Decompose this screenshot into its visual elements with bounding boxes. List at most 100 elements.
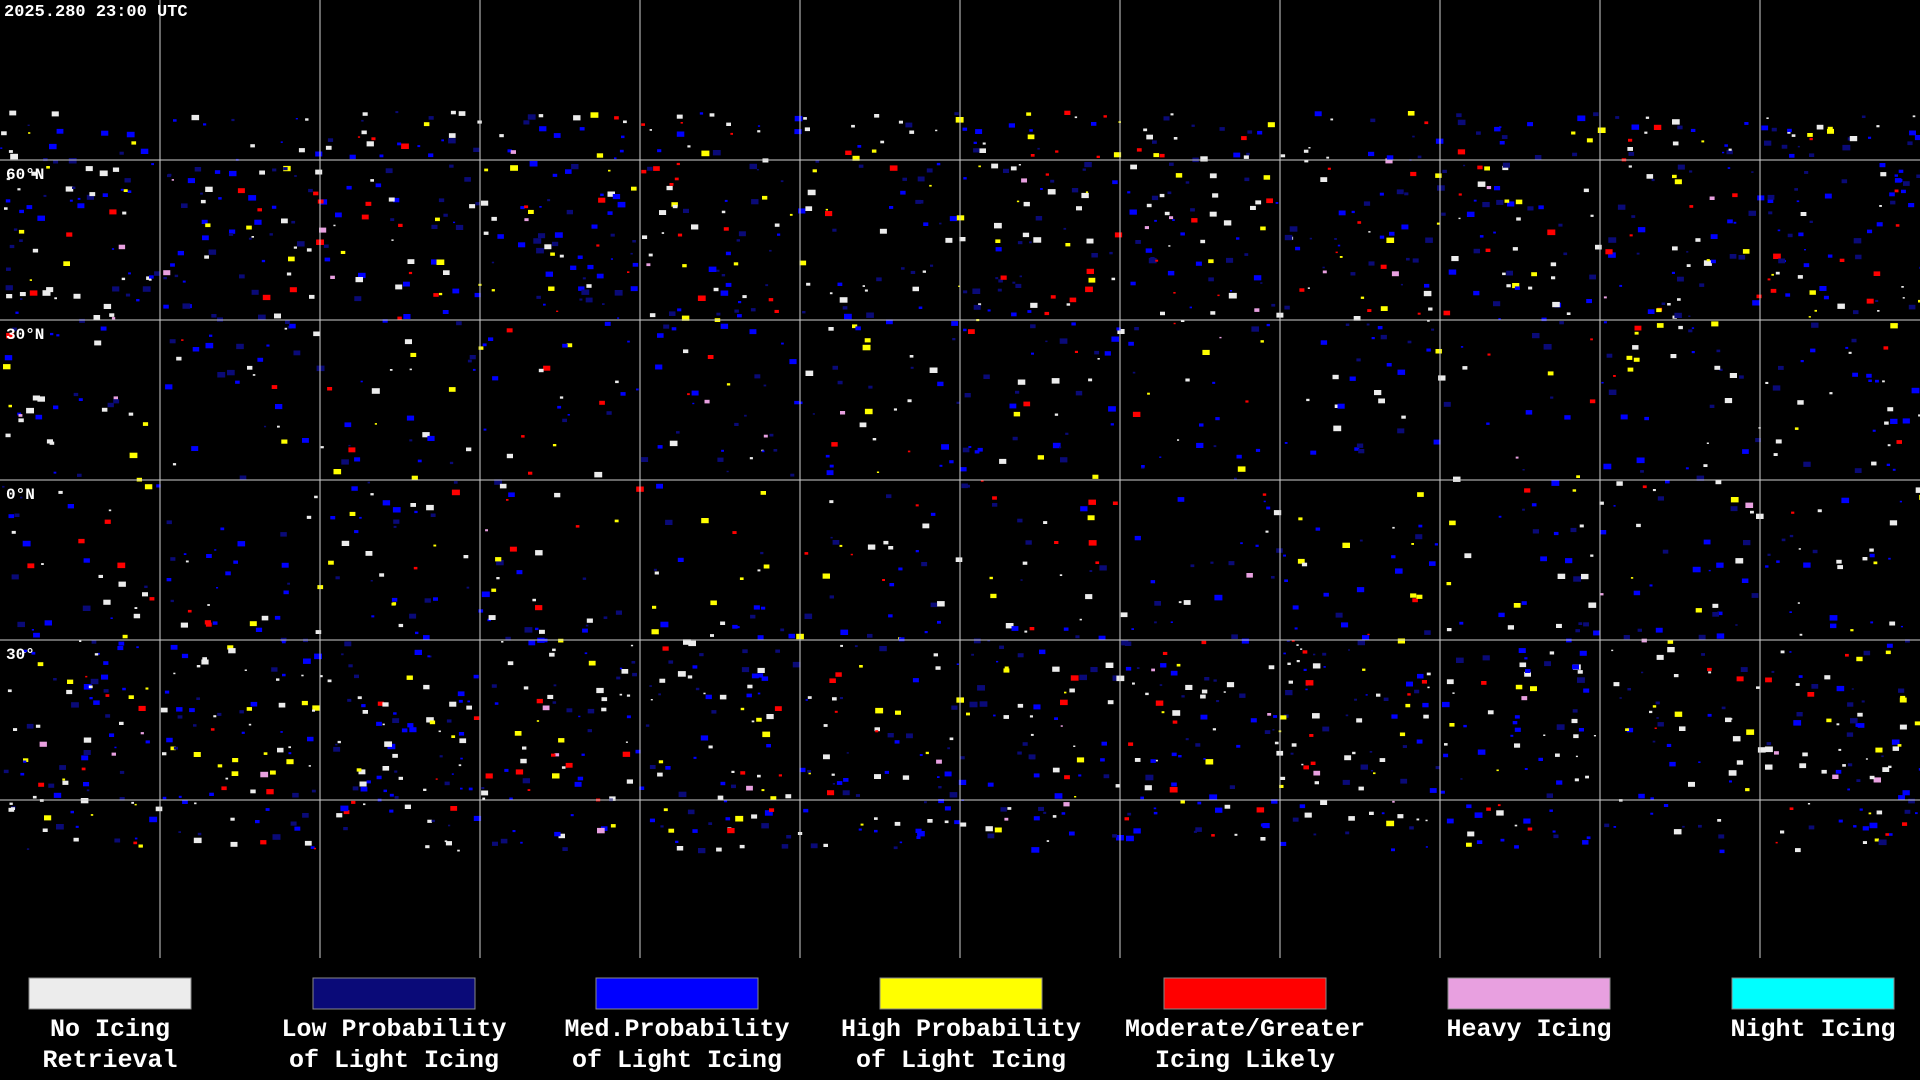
icing-pixel bbox=[1571, 718, 1578, 724]
icing-pixel bbox=[17, 188, 21, 191]
icing-pixel bbox=[291, 220, 296, 224]
icing-pixel bbox=[1009, 403, 1017, 409]
icing-pixel bbox=[1766, 117, 1769, 119]
icing-pixel bbox=[497, 234, 504, 239]
icing-pixel bbox=[830, 536, 833, 539]
icing-pixel bbox=[410, 503, 416, 507]
icing-pixel bbox=[520, 841, 523, 844]
icing-pixel bbox=[1200, 694, 1206, 699]
icing-pixel bbox=[1021, 178, 1027, 183]
icing-pixel bbox=[56, 334, 60, 337]
icing-pixel bbox=[407, 259, 415, 264]
icing-pixel bbox=[535, 627, 539, 631]
icing-pixel bbox=[1151, 195, 1159, 201]
icing-pixel bbox=[937, 776, 940, 778]
icing-pixel bbox=[739, 844, 745, 849]
icing-pixel bbox=[484, 168, 489, 172]
icing-pixel bbox=[739, 577, 744, 580]
icing-pixel bbox=[700, 735, 709, 741]
icing-pixel bbox=[1414, 689, 1420, 694]
icing-pixel bbox=[663, 808, 668, 812]
icing-pixel bbox=[1628, 138, 1633, 142]
icing-pixel bbox=[302, 438, 309, 443]
icing-pixel bbox=[720, 323, 729, 329]
icing-pixel bbox=[1386, 237, 1395, 243]
icing-pixel bbox=[212, 621, 218, 625]
icing-pixel bbox=[1045, 173, 1049, 176]
icing-pixel bbox=[577, 255, 583, 259]
icing-pixel bbox=[183, 553, 187, 555]
icing-pixel bbox=[73, 293, 81, 299]
icing-pixel bbox=[1200, 156, 1208, 162]
icing-pixel bbox=[126, 131, 135, 138]
icing-pixel bbox=[458, 111, 466, 116]
icing-pixel bbox=[1241, 638, 1249, 644]
icing-pixel bbox=[94, 653, 99, 656]
icing-pixel bbox=[330, 516, 336, 520]
icing-pixel bbox=[1899, 724, 1907, 730]
icing-pixel bbox=[1866, 298, 1874, 304]
icing-pixel bbox=[205, 342, 214, 349]
icing-pixel bbox=[363, 803, 366, 806]
icing-pixel bbox=[1085, 286, 1093, 293]
icing-pixel bbox=[1862, 557, 1868, 561]
icing-pixel bbox=[1155, 759, 1158, 762]
icing-pixel bbox=[302, 813, 309, 818]
icing-pixel bbox=[1900, 625, 1903, 628]
icing-pixel bbox=[1756, 294, 1762, 299]
icing-pixel bbox=[590, 112, 599, 118]
icing-pixel bbox=[1103, 774, 1110, 779]
icing-pixel bbox=[669, 440, 678, 447]
icing-pixel bbox=[1153, 811, 1158, 815]
icing-pixel bbox=[1521, 601, 1527, 605]
icing-pixel bbox=[1046, 840, 1050, 842]
icing-pixel bbox=[917, 831, 925, 837]
icing-pixel bbox=[1112, 834, 1117, 838]
icing-pixel bbox=[1902, 822, 1908, 826]
icing-pixel bbox=[392, 718, 400, 723]
icing-pixel bbox=[77, 197, 81, 200]
icing-pixel bbox=[1795, 683, 1800, 686]
icing-pixel bbox=[1794, 427, 1799, 430]
icing-pixel bbox=[803, 808, 809, 813]
icing-pixel bbox=[1901, 189, 1906, 194]
icing-pixel bbox=[478, 346, 484, 350]
icing-pixel bbox=[938, 799, 944, 804]
icing-pixel bbox=[1528, 286, 1533, 290]
icing-pixel bbox=[41, 563, 44, 565]
icing-pixel bbox=[233, 560, 238, 564]
icing-pixel bbox=[1309, 237, 1312, 240]
icing-pixel bbox=[205, 223, 211, 228]
icing-pixel bbox=[692, 829, 698, 833]
icing-pixel bbox=[1745, 502, 1754, 508]
icing-pixel bbox=[879, 228, 887, 234]
icing-pixel bbox=[430, 513, 436, 517]
icing-pixel bbox=[1824, 675, 1831, 680]
icing-pixel bbox=[1136, 148, 1142, 152]
icing-pixel bbox=[1320, 800, 1328, 805]
icing-pixel bbox=[32, 795, 37, 799]
icing-pixel bbox=[458, 732, 465, 736]
legend-swatch bbox=[1731, 977, 1895, 1010]
icing-pixel bbox=[1543, 734, 1546, 736]
icing-pixel bbox=[995, 277, 999, 280]
icing-pixel bbox=[1290, 752, 1294, 755]
icing-pixel bbox=[1280, 154, 1286, 158]
icing-pixel bbox=[1027, 310, 1032, 313]
icing-pixel bbox=[671, 327, 677, 331]
icing-pixel bbox=[1577, 115, 1586, 122]
icing-pixel bbox=[1153, 807, 1157, 810]
icing-pixel bbox=[1356, 443, 1364, 448]
icing-pixel bbox=[1873, 777, 1881, 783]
icing-pixel bbox=[1646, 174, 1654, 179]
icing-pixel bbox=[1051, 378, 1060, 384]
icing-pixel bbox=[1512, 721, 1518, 725]
icing-pixel bbox=[451, 489, 460, 496]
icing-pixel bbox=[140, 148, 149, 154]
icing-pixel bbox=[314, 495, 318, 499]
icing-pixel bbox=[626, 694, 631, 697]
icing-pixel bbox=[1531, 272, 1537, 277]
icing-pixel bbox=[1386, 155, 1394, 160]
icing-pixel bbox=[1070, 675, 1079, 681]
